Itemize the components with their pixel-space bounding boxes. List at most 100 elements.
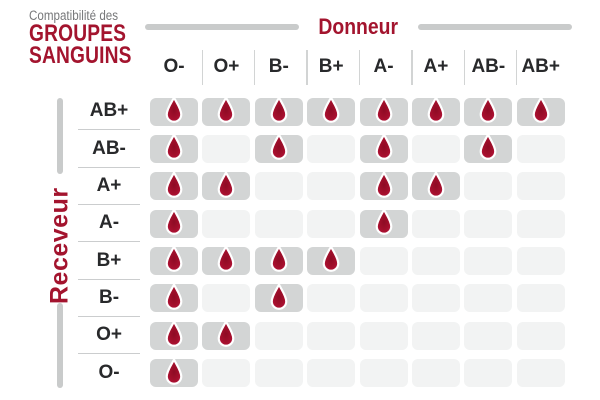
donor-column-headers: O- O+ B- B+ A- A+ AB- AB+	[150, 46, 569, 88]
compatible-cell	[202, 245, 251, 275]
receiver-header-A-: A-	[78, 205, 140, 243]
cell-B--O-	[150, 280, 202, 317]
receiver-bar-bottom	[57, 303, 63, 388]
blood-drop-icon	[375, 208, 392, 235]
cell-B+-B+	[307, 242, 359, 279]
blood-drop-icon	[375, 96, 392, 123]
matrix-rows: AB+ AB- A+ A- B+ B- O+ O-	[78, 93, 569, 392]
incompatible-cell	[359, 321, 408, 350]
incompatible-cell	[411, 284, 460, 313]
cell-A--AB-	[464, 205, 516, 242]
incompatible-cell	[254, 209, 303, 238]
compatible-cell	[150, 133, 198, 163]
cell-AB+-B+	[307, 93, 359, 130]
cell-AB--B-	[254, 130, 307, 167]
cell-A--O-	[150, 205, 202, 242]
incompatible-cell	[516, 321, 565, 350]
incompatible-cell	[359, 246, 408, 275]
compatible-cell	[254, 245, 303, 275]
cell-AB--A+	[411, 130, 464, 167]
donor-header-AB-: AB-	[463, 46, 516, 88]
compatible-cell	[359, 208, 408, 238]
blood-drop-icon	[427, 171, 445, 198]
incompatible-cell	[516, 359, 565, 387]
blood-drop-icon	[322, 96, 340, 123]
incompatible-cell	[516, 209, 565, 238]
incompatible-cell	[464, 284, 513, 313]
incompatible-cell	[254, 359, 303, 387]
receiver-header-O+: O+	[78, 317, 140, 355]
blood-drop-icon	[218, 96, 235, 123]
receiver-header-AB-: AB-	[78, 130, 140, 168]
cell-AB+-AB+	[516, 93, 569, 130]
cell-B+-A-	[359, 242, 412, 279]
cell-B--B+	[307, 280, 359, 317]
receiver-bar-top	[57, 98, 63, 174]
title-line-groupes: GROUPES	[29, 20, 127, 47]
compatible-cell	[464, 133, 513, 163]
donor-axis-label: Donneur	[318, 14, 399, 39]
blood-drop-icon	[165, 283, 183, 310]
incompatible-cell	[464, 359, 513, 387]
cell-O+-B-	[254, 317, 307, 354]
cell-AB+-A-	[359, 93, 412, 130]
cell-O+-B+	[307, 317, 359, 354]
cell-AB--O+	[202, 130, 254, 167]
cell-A--A-	[359, 205, 412, 242]
cell-AB+-O-	[150, 93, 202, 130]
blood-drop-icon	[218, 171, 235, 198]
cell-A--A+	[411, 205, 464, 242]
cell-B+-B-	[254, 242, 307, 279]
blood-drop-icon	[375, 133, 392, 161]
cell-AB+-AB-	[464, 93, 516, 130]
incompatible-cell	[202, 284, 251, 313]
blood-drop-icon	[165, 133, 183, 161]
incompatible-cell	[516, 284, 565, 313]
incompatible-cell	[307, 321, 356, 350]
cell-A+-A+	[411, 168, 464, 205]
cell-A+-O+	[202, 168, 254, 205]
blood-drop-icon	[322, 245, 340, 273]
compatible-cell	[359, 96, 408, 126]
cell-O--AB+	[516, 354, 569, 391]
cell-A+-AB+	[516, 168, 569, 205]
cell-A+-A-	[359, 168, 412, 205]
compatible-cell	[307, 96, 356, 126]
blood-drop-icon	[165, 171, 183, 198]
cell-A--O+	[202, 205, 254, 242]
compatible-cell	[464, 96, 513, 126]
matrix-row-A-: A-	[78, 205, 569, 243]
compatible-cell	[150, 245, 198, 275]
blood-drop-icon	[165, 245, 183, 273]
incompatible-cell	[411, 246, 460, 275]
cell-B+-O-	[150, 242, 202, 279]
blood-drop-icon	[270, 96, 288, 123]
cell-AB+-O+	[202, 93, 254, 130]
cell-A--B-	[254, 205, 307, 242]
blood-drop-icon	[427, 96, 445, 123]
blood-drop-icon	[270, 133, 288, 161]
cell-B--AB+	[516, 280, 569, 317]
incompatible-cell	[411, 134, 460, 163]
compatible-cell	[202, 320, 251, 350]
compatible-cell	[307, 245, 356, 275]
donor-header-A-: A-	[358, 46, 412, 88]
matrix-row-B+: B+	[78, 242, 569, 280]
receiver-header-AB+: AB+	[78, 93, 140, 131]
cell-O+-O-	[150, 317, 202, 354]
donor-line-left	[145, 24, 300, 30]
cell-O--O+	[202, 354, 254, 391]
cell-A--B+	[307, 205, 359, 242]
cell-A+-B-	[254, 168, 307, 205]
compatible-cell	[150, 357, 198, 387]
cell-O+-AB-	[464, 317, 516, 354]
compatible-cell	[202, 171, 251, 201]
cell-AB--O-	[150, 130, 202, 167]
donor-header-B-: B-	[254, 46, 307, 88]
receiver-header-A+: A+	[78, 168, 140, 206]
cell-AB+-A+	[411, 93, 464, 130]
incompatible-cell	[202, 134, 251, 163]
incompatible-cell	[464, 209, 513, 238]
cell-AB--AB+	[516, 130, 569, 167]
